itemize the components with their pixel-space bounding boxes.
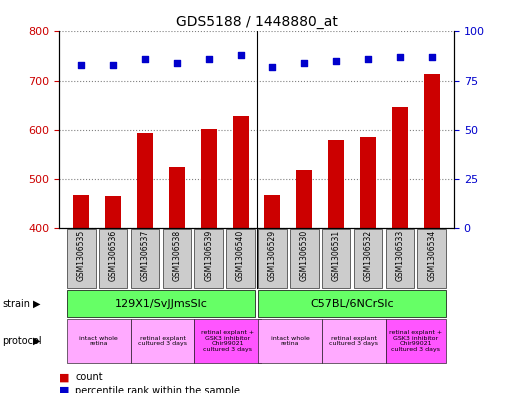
Point <box>396 54 404 60</box>
Text: intact whole
retina: intact whole retina <box>270 336 309 346</box>
Text: GSM1306533: GSM1306533 <box>396 230 404 281</box>
Text: GSM1306531: GSM1306531 <box>331 230 341 281</box>
Point <box>109 62 117 68</box>
Point <box>268 64 277 70</box>
Bar <box>392 107 408 228</box>
Point <box>77 62 85 68</box>
FancyBboxPatch shape <box>290 229 319 288</box>
Bar <box>105 195 121 228</box>
Bar <box>265 195 281 228</box>
FancyBboxPatch shape <box>99 229 128 288</box>
FancyBboxPatch shape <box>258 229 287 288</box>
Text: protocol: protocol <box>3 336 42 346</box>
Bar <box>169 167 185 228</box>
Bar <box>297 170 312 228</box>
FancyBboxPatch shape <box>385 229 414 288</box>
Text: ▶: ▶ <box>33 299 41 309</box>
Text: GSM1306538: GSM1306538 <box>172 230 182 281</box>
Text: count: count <box>75 372 103 382</box>
FancyBboxPatch shape <box>353 229 382 288</box>
Text: GSM1306529: GSM1306529 <box>268 230 277 281</box>
FancyBboxPatch shape <box>258 319 322 363</box>
Bar <box>73 195 89 228</box>
FancyBboxPatch shape <box>131 229 160 288</box>
Bar <box>137 133 153 228</box>
Point <box>141 56 149 62</box>
FancyBboxPatch shape <box>67 229 95 288</box>
Point <box>428 54 436 60</box>
Text: GSM1306537: GSM1306537 <box>141 230 149 281</box>
Text: ▶: ▶ <box>33 336 41 346</box>
Text: C57BL/6NCrSlc: C57BL/6NCrSlc <box>310 299 394 309</box>
FancyBboxPatch shape <box>258 290 446 317</box>
Text: retinal explant
cultured 3 days: retinal explant cultured 3 days <box>138 336 187 346</box>
Text: retinal explant
cultured 3 days: retinal explant cultured 3 days <box>329 336 378 346</box>
Text: GSM1306536: GSM1306536 <box>109 230 117 281</box>
Point <box>173 60 181 66</box>
Bar <box>328 141 344 228</box>
Text: 129X1/SvJJmsSlc: 129X1/SvJJmsSlc <box>114 299 207 309</box>
Bar <box>424 74 440 228</box>
Point <box>205 56 213 62</box>
Text: GSM1306540: GSM1306540 <box>236 230 245 281</box>
FancyBboxPatch shape <box>226 229 255 288</box>
Title: GDS5188 / 1448880_at: GDS5188 / 1448880_at <box>175 15 338 29</box>
FancyBboxPatch shape <box>194 319 261 363</box>
Bar <box>232 116 248 228</box>
Point <box>236 52 245 58</box>
Text: retinal explant +
GSK3 inhibitor
Chir99021
cultured 3 days: retinal explant + GSK3 inhibitor Chir990… <box>201 330 254 352</box>
Text: strain: strain <box>3 299 31 309</box>
Text: GSM1306534: GSM1306534 <box>427 230 436 281</box>
Text: intact whole
retina: intact whole retina <box>80 336 118 346</box>
FancyBboxPatch shape <box>418 229 446 288</box>
Point <box>332 58 340 64</box>
Bar <box>201 129 216 228</box>
Text: GSM1306530: GSM1306530 <box>300 230 309 281</box>
FancyBboxPatch shape <box>67 290 255 317</box>
Text: percentile rank within the sample: percentile rank within the sample <box>75 386 241 393</box>
Point <box>300 60 308 66</box>
Text: GSM1306535: GSM1306535 <box>77 230 86 281</box>
Text: GSM1306532: GSM1306532 <box>364 230 372 281</box>
FancyBboxPatch shape <box>131 319 194 363</box>
FancyBboxPatch shape <box>67 319 131 363</box>
FancyBboxPatch shape <box>322 229 350 288</box>
FancyBboxPatch shape <box>194 229 223 288</box>
Point <box>364 56 372 62</box>
Text: ■: ■ <box>59 372 69 382</box>
Bar <box>360 137 376 228</box>
Text: retinal explant +
GSK3 inhibitor
Chir99021
cultured 3 days: retinal explant + GSK3 inhibitor Chir990… <box>389 330 442 352</box>
Text: GSM1306539: GSM1306539 <box>204 230 213 281</box>
Text: ■: ■ <box>59 386 69 393</box>
FancyBboxPatch shape <box>163 229 191 288</box>
FancyBboxPatch shape <box>385 319 446 363</box>
FancyBboxPatch shape <box>322 319 385 363</box>
